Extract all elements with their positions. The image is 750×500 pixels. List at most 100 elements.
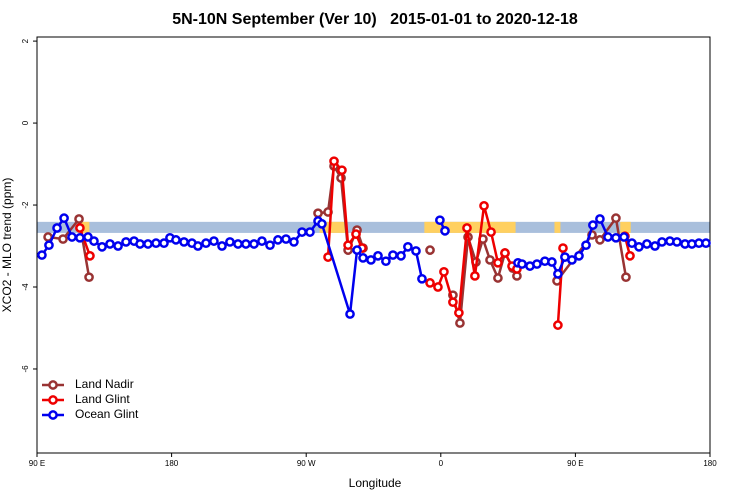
data-point [485,255,495,265]
data-point [388,250,398,260]
data-point [634,241,644,252]
data-point [470,271,480,281]
data-point [317,219,327,229]
data-point [621,272,631,283]
legend-label: Land Nadir [75,377,134,391]
data-point [351,229,361,239]
x-tick-label: 90 E [29,459,45,468]
data-point [297,227,307,237]
band-highlight [319,221,346,233]
data-point [151,238,161,249]
data-point [425,245,435,255]
data-point [58,234,68,244]
data-point [233,239,243,249]
data-point [313,208,323,219]
data-point [121,237,131,247]
data-point [486,227,496,237]
data-point [454,307,464,318]
legend-marker [48,410,58,420]
band-highlight [554,221,561,233]
legend-label: Land Glint [75,392,130,406]
data-point [642,239,652,249]
x-axis-label: Longitude [349,476,402,490]
data-point [345,309,355,319]
data-point [547,257,557,267]
data-point [439,266,449,277]
data-point [74,214,84,224]
data-point [179,237,189,247]
data-point [329,156,339,167]
data-point [381,256,391,267]
data-point [201,238,211,249]
data-point [455,318,465,328]
data-point [89,236,99,246]
data-point [52,223,62,233]
data-point [343,240,353,251]
data-point [135,239,145,249]
data-point [581,240,591,251]
data-point [358,253,368,263]
chart-title: 5N-10N September (Ver 10) 2015-01-01 to … [172,11,578,28]
data-point [373,251,383,261]
reference-band [37,221,710,233]
data-point [462,223,472,233]
data-point [435,215,445,226]
data-point [265,240,275,251]
data-point [249,239,259,249]
x-tick-label: 180 [165,459,179,468]
data-point [595,214,605,224]
data-point [433,282,443,292]
data-point [37,250,47,260]
data-point [67,232,77,242]
legend-marker [48,395,58,405]
data-point [558,243,568,253]
data-point [209,236,219,246]
data-point [517,259,527,269]
data-point [289,237,299,247]
data-point [553,320,563,330]
data-point [611,213,621,224]
legend-marker [48,380,58,390]
data-point [448,297,458,308]
data-point [493,273,503,283]
legend-label: Ocean Glint [75,407,139,421]
data-point [273,235,283,245]
data-point [193,241,203,251]
data-point [257,236,267,246]
data-point [217,241,227,251]
data-point [59,213,69,224]
data-point [619,232,629,242]
y-axis-label: XCO2 - MLO trend (ppm) [0,178,14,313]
x-tick-label: 0 [439,459,444,468]
data-point [403,241,413,252]
data-point [337,165,347,176]
data-point [171,235,181,245]
data-point [113,241,123,251]
data-point [105,239,115,249]
band-highlight [80,221,90,233]
data-point [411,246,421,256]
data-point [588,220,598,230]
data-point [366,255,376,265]
data-point [440,226,450,236]
x-tick-label: 180 [703,459,717,468]
data-point [159,238,169,249]
data-point [396,251,406,261]
y-tick-label: 0 [21,120,30,125]
data-point [595,235,605,245]
data-point [553,269,563,279]
x-tick-label: 90 W [297,459,316,468]
data-point [650,241,660,251]
y-tick-label: 2 [21,38,30,43]
y-tick-label: -6 [21,365,30,373]
data-point [75,232,85,243]
data-point [417,273,427,284]
x-tick-label: 90 E [567,459,583,468]
data-point [281,234,291,244]
data-point [241,239,251,249]
data-point [532,259,542,269]
data-point [567,255,577,265]
data-point [225,237,235,247]
